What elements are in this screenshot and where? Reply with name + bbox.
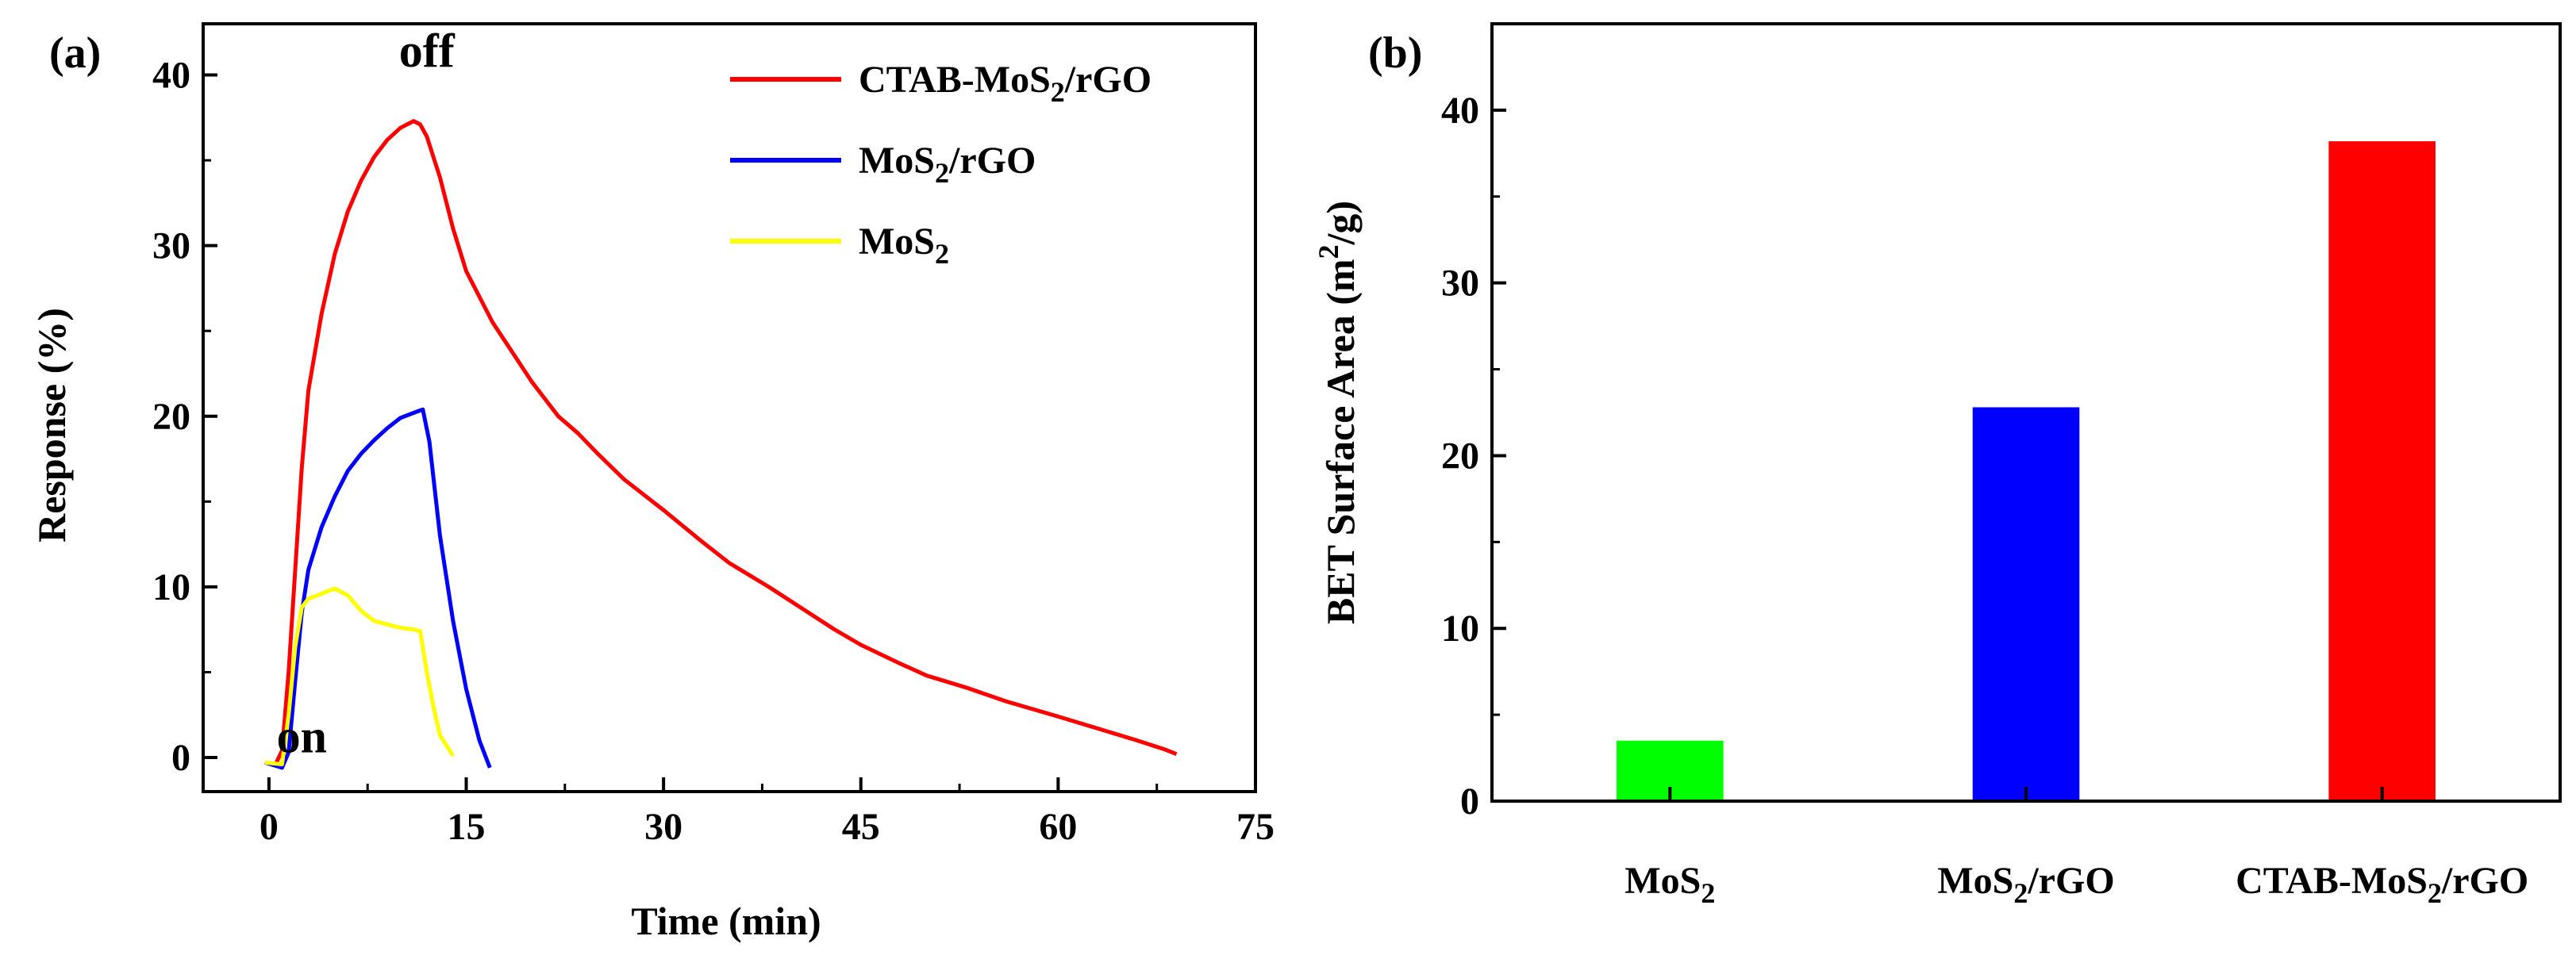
y-title-main: BET Surface Area (m <box>1318 259 1363 624</box>
panel-a-series-group <box>264 119 1178 770</box>
b-y-tick-label-2: 20 <box>1441 435 1479 477</box>
y-tick-label-0: 0 <box>171 737 190 779</box>
y-title-tail: /g) <box>1318 201 1363 246</box>
y-tick-label-1: 10 <box>152 566 190 608</box>
bar-1 <box>1972 407 2080 801</box>
panel-b-x-ticks: MoS2 MoS2/rGO CTAB-MoS2/rGO <box>1624 787 2528 909</box>
b-y-tick-label-3: 30 <box>1441 263 1479 305</box>
x-tick-label-0: 0 <box>260 806 279 848</box>
legend-label-1: MoS2/rGO <box>859 140 1036 189</box>
panel-b-bars-group <box>1617 141 2436 802</box>
y-title-sup: 2 <box>1313 244 1344 259</box>
series-line-1 <box>264 407 492 770</box>
y-tick-label-2: 20 <box>152 396 190 438</box>
panel-a-legend: CTAB-MoS2/rGO MoS2/rGO MoS2 <box>730 59 1152 270</box>
category-label-2: CTAB-MoS2/rGO <box>2236 860 2528 909</box>
y-tick-label-4: 40 <box>152 55 190 97</box>
panel-b-label: (b) <box>1368 29 1422 78</box>
panel-a-x-ticks: 0 15 30 45 60 75 <box>260 777 1275 848</box>
panel-b-y-axis-title: BET Surface Area (m2/g) <box>1313 201 1363 624</box>
series-line-0 <box>264 119 1178 767</box>
b-y-tick-label-0: 0 <box>1460 780 1479 823</box>
panel-a-line-chart: (a) 0 10 20 30 40 0 15 30 45 60 75 Time (min) Res… <box>29 22 1275 943</box>
legend-label-2: MoS2 <box>859 221 949 270</box>
panel-b-y-ticks: 0 10 20 30 40 <box>1441 90 1506 823</box>
y-tick-label-3: 30 <box>152 225 190 267</box>
panel-a-x-axis-title: Time (min) <box>631 899 821 943</box>
x-tick-label-5: 75 <box>1236 806 1275 848</box>
x-tick-label-1: 15 <box>448 806 486 848</box>
panel-a-y-ticks: 0 10 20 30 40 <box>152 55 217 779</box>
series-line-2 <box>264 586 456 767</box>
annotation-off: off <box>399 25 456 77</box>
legend-label-0: CTAB-MoS2/rGO <box>859 59 1152 108</box>
b-y-tick-label-4: 40 <box>1441 90 1479 132</box>
category-label-0: MoS2 <box>1624 860 1715 909</box>
bar-2 <box>2328 141 2436 802</box>
panel-a-y-axis-title: Response (%) <box>29 308 74 543</box>
x-tick-label-3: 45 <box>842 806 880 848</box>
x-tick-label-2: 30 <box>644 806 682 848</box>
x-tick-label-4: 60 <box>1039 806 1077 848</box>
panel-a-plot-frame <box>202 22 1257 793</box>
category-label-1: MoS2/rGO <box>1937 860 2114 909</box>
panel-a-label: (a) <box>49 29 101 78</box>
annotation-on: on <box>277 711 327 763</box>
b-y-tick-label-1: 10 <box>1441 608 1479 650</box>
